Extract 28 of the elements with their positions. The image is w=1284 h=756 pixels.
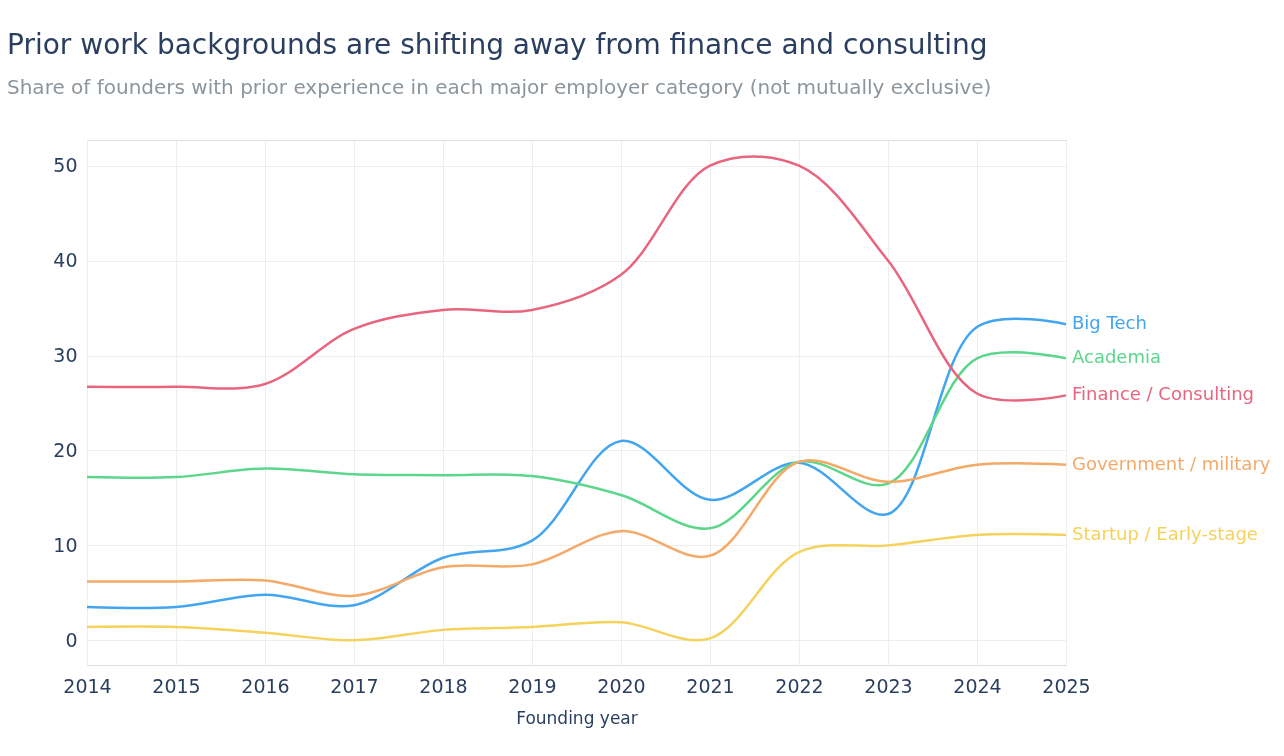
- y-tick-label: 40: [53, 249, 78, 272]
- x-tick-label: 2020: [597, 674, 646, 697]
- series-label: Government / military: [1072, 452, 1271, 474]
- x-tick-label: 2017: [330, 674, 379, 697]
- y-tick-label: 20: [53, 438, 78, 461]
- x-tick-label: 2023: [864, 674, 913, 697]
- x-axis-title: Founding year: [516, 707, 638, 728]
- x-tick-label: 2016: [241, 674, 290, 697]
- x-tick-label: 2019: [508, 674, 557, 697]
- line-series: [85, 532, 1068, 642]
- line-series: [85, 459, 1068, 598]
- series-label: Big Tech: [1072, 312, 1147, 334]
- y-tick-label: 0: [65, 628, 78, 651]
- chart-subtitle: Share of founders with prior experience in each major employer category (not mutually exclusive): [7, 75, 992, 99]
- series-label: Finance / Consulting: [1072, 383, 1255, 405]
- x-tick-label: 2014: [63, 674, 112, 697]
- x-tick-label: 2024: [953, 674, 1002, 697]
- x-tick-label: 2021: [686, 674, 735, 697]
- y-tick-label: 50: [53, 154, 78, 177]
- x-tick-label: 2015: [152, 674, 201, 697]
- x-tick-label: 2025: [1042, 674, 1091, 697]
- x-tick-label: 2018: [419, 674, 468, 697]
- y-tick-label: 30: [53, 344, 78, 367]
- series-label: Academia: [1072, 346, 1161, 368]
- series-label: Startup / Early-stage: [1072, 522, 1258, 544]
- x-tick-label: 2022: [775, 674, 824, 697]
- y-tick-label: 10: [53, 533, 78, 556]
- chart-title: Prior work backgrounds are shifting away from finance and consulting: [7, 28, 988, 61]
